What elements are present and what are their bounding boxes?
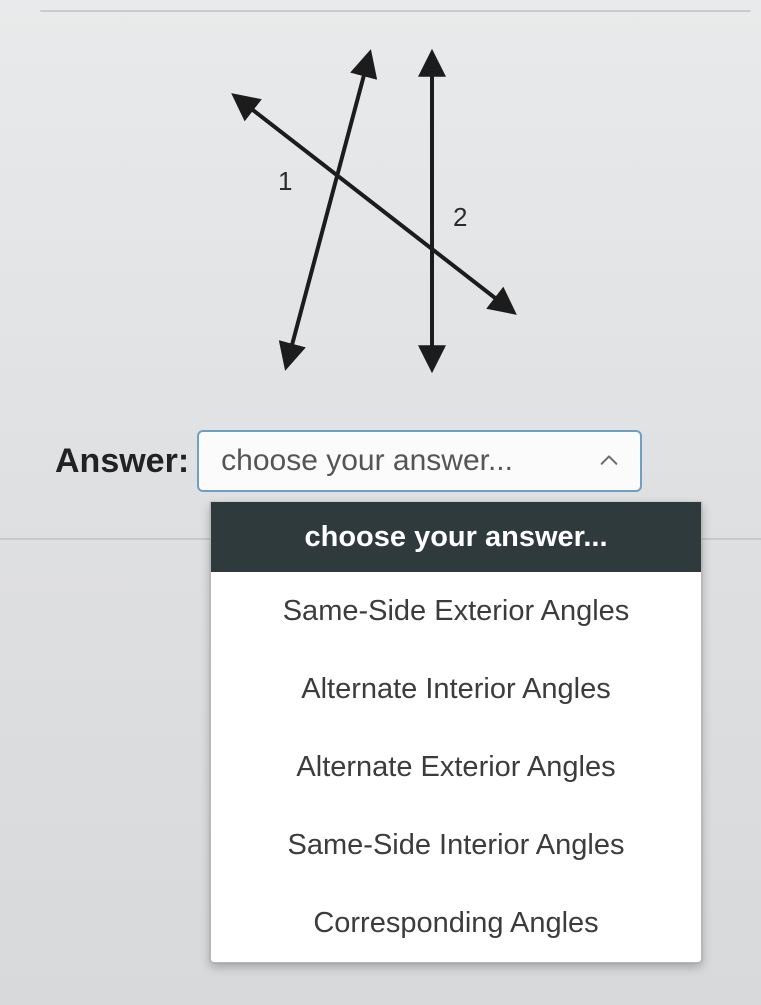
diagram-label: 1	[278, 166, 292, 196]
angle-diagram: 12	[170, 40, 550, 380]
diagram-label: 2	[453, 202, 467, 232]
diagram-line-left-slanted	[288, 60, 368, 360]
answer-dropdown[interactable]: choose your answer...Same-Side Exterior …	[210, 502, 702, 963]
answer-label: Answer:	[55, 442, 189, 481]
dropdown-option[interactable]: Same-Side Interior Angles	[211, 806, 701, 884]
top-border-rule	[40, 6, 751, 12]
answer-select[interactable]: choose your answer...	[197, 430, 642, 492]
dropdown-option[interactable]: choose your answer...	[211, 502, 701, 572]
dropdown-option[interactable]: Corresponding Angles	[211, 884, 701, 962]
dropdown-option[interactable]: Alternate Interior Angles	[211, 650, 701, 728]
chevron-up-icon	[598, 450, 620, 472]
answer-row: Answer: choose your answer...	[55, 430, 731, 492]
diagram-line-transversal	[240, 100, 508, 308]
dropdown-option[interactable]: Same-Side Exterior Angles	[211, 572, 701, 650]
answer-select-value: choose your answer...	[221, 444, 513, 478]
dropdown-option[interactable]: Alternate Exterior Angles	[211, 728, 701, 806]
